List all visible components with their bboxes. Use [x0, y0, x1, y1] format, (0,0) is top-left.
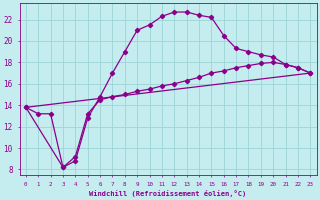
X-axis label: Windchill (Refroidissement éolien,°C): Windchill (Refroidissement éolien,°C) [90, 190, 247, 197]
